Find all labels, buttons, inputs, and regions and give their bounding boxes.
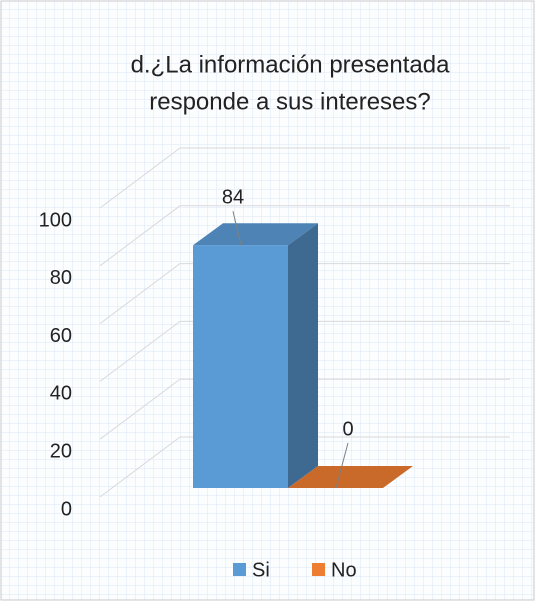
grid-line (99, 436, 510, 498)
data-label: 84 (222, 187, 244, 209)
grid-line (99, 205, 510, 267)
legend-swatch (312, 563, 325, 576)
y-tick-label: 100 (39, 209, 72, 231)
y-tick-label: 60 (50, 325, 72, 347)
grid-line (99, 263, 510, 325)
chart-title: d.¿La información presentada (131, 51, 451, 78)
legend-label: No (331, 559, 357, 581)
bar-top (288, 466, 413, 488)
legend-swatch (233, 563, 246, 576)
grid-line (99, 320, 510, 382)
y-tick-label: 80 (50, 267, 72, 289)
chart-title: responde a sus intereses? (149, 88, 431, 115)
data-label: 0 (342, 418, 353, 440)
y-tick-label: 0 (61, 498, 72, 520)
leader-line (335, 442, 349, 489)
bar-top (193, 223, 318, 246)
bar (193, 245, 288, 488)
leader-line (232, 211, 242, 246)
y-tick-label: 20 (50, 440, 72, 462)
bar-side (288, 223, 318, 489)
y-tick-label: 40 (50, 383, 72, 405)
grid-line (99, 378, 510, 440)
grid-line (99, 147, 510, 209)
legend-label: Si (252, 559, 270, 581)
